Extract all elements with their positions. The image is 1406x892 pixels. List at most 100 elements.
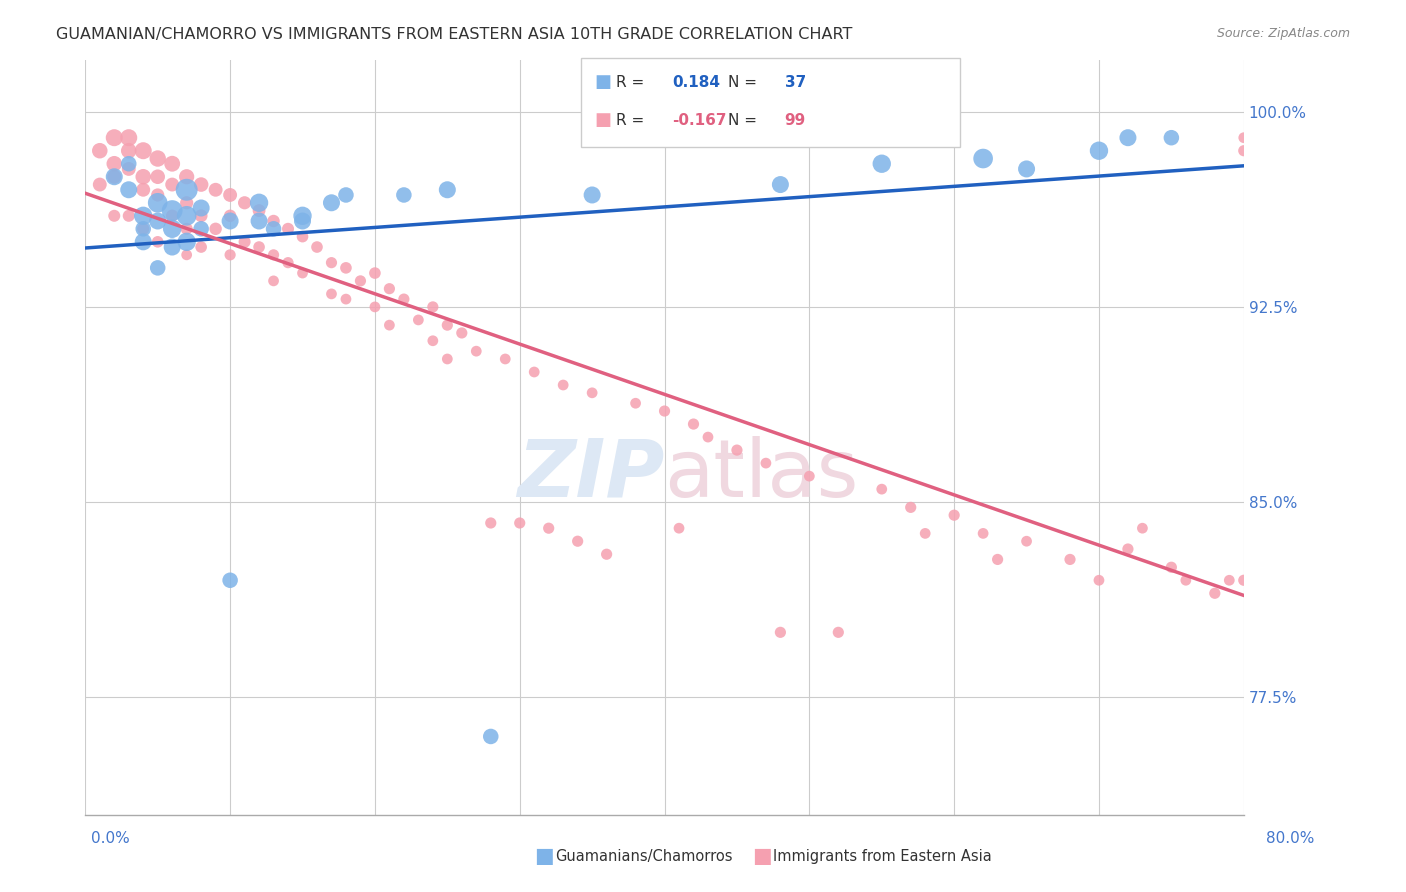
Point xyxy=(132,169,155,184)
Text: ■: ■ xyxy=(595,112,612,129)
Point xyxy=(103,209,125,223)
Point xyxy=(176,195,198,210)
Point xyxy=(247,195,270,210)
Point xyxy=(277,222,299,236)
Text: ■: ■ xyxy=(595,73,612,91)
Text: R =: R = xyxy=(616,113,650,128)
Point xyxy=(132,222,155,236)
Point xyxy=(132,222,155,236)
Point xyxy=(436,351,458,366)
Point xyxy=(972,526,994,541)
Point xyxy=(146,235,169,249)
Point xyxy=(1088,574,1111,588)
Point xyxy=(291,209,314,223)
Point xyxy=(769,625,792,640)
Text: N =: N = xyxy=(728,113,762,128)
Point xyxy=(335,260,357,275)
Text: Immigrants from Eastern Asia: Immigrants from Eastern Asia xyxy=(773,849,993,863)
Point xyxy=(118,144,141,158)
Point xyxy=(364,300,387,314)
Text: 0.0%: 0.0% xyxy=(91,831,131,846)
Point xyxy=(291,266,314,280)
Point xyxy=(1233,130,1256,145)
Point xyxy=(349,274,371,288)
Point xyxy=(465,344,488,359)
Point xyxy=(146,195,169,210)
Point xyxy=(1233,574,1256,588)
Point xyxy=(160,203,183,218)
Point xyxy=(972,152,994,166)
Point xyxy=(233,195,256,210)
Point xyxy=(291,214,314,228)
Point xyxy=(479,516,502,530)
Point xyxy=(103,130,125,145)
Point xyxy=(190,201,212,215)
Point xyxy=(523,365,546,379)
Point xyxy=(697,430,720,444)
Point xyxy=(668,521,690,535)
Point xyxy=(118,157,141,171)
Point xyxy=(190,209,212,223)
Point xyxy=(146,169,169,184)
Point xyxy=(176,248,198,262)
Point xyxy=(219,214,242,228)
Point xyxy=(190,240,212,254)
Point xyxy=(364,266,387,280)
Point xyxy=(581,188,603,202)
Point xyxy=(103,157,125,171)
Text: -0.167: -0.167 xyxy=(672,113,727,128)
Point xyxy=(204,222,226,236)
Point xyxy=(247,203,270,218)
Point xyxy=(682,417,704,431)
Point xyxy=(89,144,111,158)
Point xyxy=(537,521,560,535)
Point xyxy=(1204,586,1226,600)
Point xyxy=(132,235,155,249)
Point xyxy=(263,222,285,236)
Point xyxy=(176,183,198,197)
Point xyxy=(321,195,343,210)
Text: 99: 99 xyxy=(785,113,806,128)
Point xyxy=(654,404,676,418)
Point xyxy=(1174,574,1197,588)
Text: ZIP: ZIP xyxy=(517,436,665,514)
Point xyxy=(567,534,589,549)
Point xyxy=(219,209,242,223)
Point xyxy=(799,469,821,483)
Point xyxy=(291,229,314,244)
Point xyxy=(160,157,183,171)
Point xyxy=(277,255,299,269)
Text: GUAMANIAN/CHAMORRO VS IMMIGRANTS FROM EASTERN ASIA 10TH GRADE CORRELATION CHART: GUAMANIAN/CHAMORRO VS IMMIGRANTS FROM EA… xyxy=(56,27,852,42)
Point xyxy=(321,286,343,301)
Point xyxy=(378,318,401,333)
Text: ■: ■ xyxy=(752,847,772,866)
Point xyxy=(943,508,966,523)
Point xyxy=(335,188,357,202)
Point xyxy=(1218,574,1240,588)
Point xyxy=(1116,541,1139,556)
Point xyxy=(103,169,125,184)
Point xyxy=(1015,534,1038,549)
Point xyxy=(769,178,792,192)
Point xyxy=(581,385,603,400)
Point xyxy=(146,152,169,166)
Point xyxy=(378,282,401,296)
Point xyxy=(1015,161,1038,176)
Text: Source: ZipAtlas.com: Source: ZipAtlas.com xyxy=(1216,27,1350,40)
Point xyxy=(118,130,141,145)
Point xyxy=(392,292,415,306)
Point xyxy=(219,248,242,262)
Point xyxy=(914,526,936,541)
Point xyxy=(479,730,502,744)
Point xyxy=(755,456,778,470)
Point xyxy=(160,178,183,192)
Point xyxy=(321,255,343,269)
Point xyxy=(1088,144,1111,158)
Point xyxy=(1233,144,1256,158)
Point xyxy=(422,334,444,348)
Point xyxy=(89,178,111,192)
Text: N =: N = xyxy=(728,75,762,89)
Point xyxy=(1059,552,1081,566)
Point xyxy=(118,161,141,176)
Point xyxy=(219,574,242,588)
